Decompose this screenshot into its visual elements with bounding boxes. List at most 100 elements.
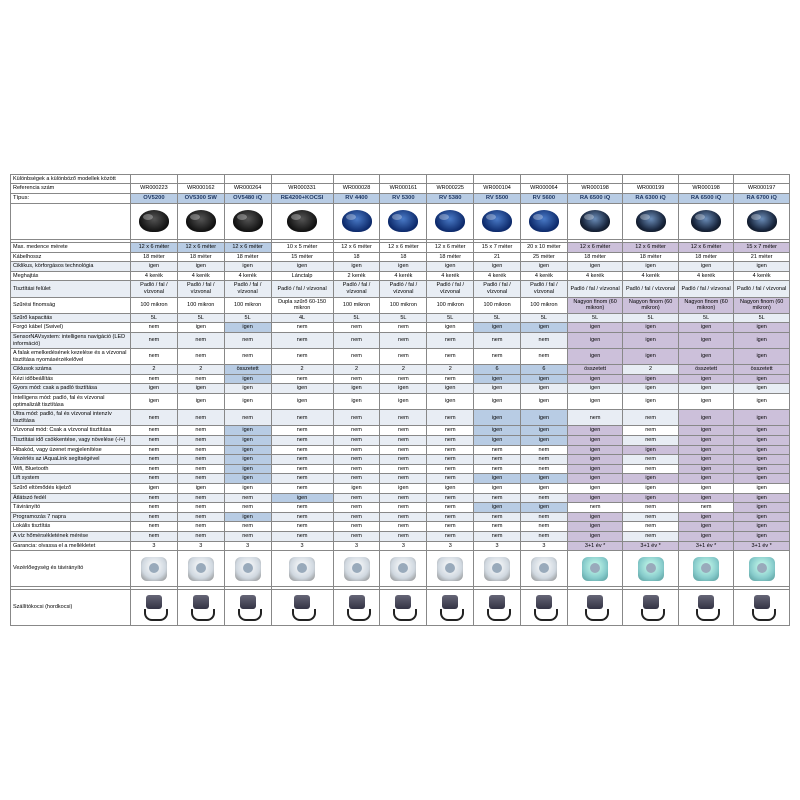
- robot-icon: [435, 210, 465, 232]
- empty-cell: [271, 174, 333, 184]
- spec-value: nem: [427, 455, 474, 465]
- spec-value: összetett: [567, 365, 623, 375]
- cart-image-cell: [678, 590, 734, 626]
- spec-value: nem: [623, 410, 679, 426]
- spec-value: Padló / fal / vízvonal: [623, 281, 679, 297]
- spec-value: Padló / fal / vízvonal: [734, 281, 790, 297]
- spec-value: nem: [427, 445, 474, 455]
- spec-value: 5L: [623, 313, 679, 323]
- spec-value: igen: [678, 522, 734, 532]
- spec-value: nem: [224, 410, 271, 426]
- cart-image-cell: [224, 590, 271, 626]
- spec-value: igen: [427, 262, 474, 272]
- spec-value: nem: [333, 436, 380, 446]
- spec-label: Hibakód, vagy üzenet megjelenítése: [11, 445, 131, 455]
- spec-value: 12 x 6 méter: [177, 242, 224, 252]
- spec-value: igen: [567, 332, 623, 348]
- spec-value: igen: [177, 394, 224, 410]
- spec-value: Nagyon finom (60 mikron): [678, 297, 734, 313]
- spec-value: 12 x 6 méter: [333, 242, 380, 252]
- spec-value: igen: [567, 323, 623, 333]
- cart-icon: [583, 595, 607, 621]
- spec-value: nem: [474, 493, 521, 503]
- spec-value: 4 kerék: [678, 271, 734, 281]
- spec-value: 6: [474, 365, 521, 375]
- product-image-cell: [177, 203, 224, 239]
- row-label: Szállítókocsi (hordkocsi): [11, 590, 131, 626]
- product-image-cell: [623, 203, 679, 239]
- spec-value: 100 mikron: [427, 297, 474, 313]
- spec-value: nem: [380, 464, 427, 474]
- spec-value: nem: [623, 503, 679, 513]
- spec-value: igen: [567, 484, 623, 494]
- spec-value: nem: [271, 445, 333, 455]
- spec-value: igen: [224, 445, 271, 455]
- spec-value: 21: [474, 252, 521, 262]
- spec-value: igen: [474, 374, 521, 384]
- spec-value: 3: [520, 541, 567, 551]
- spec-value: 4 kerék: [224, 271, 271, 281]
- spec-value: nem: [427, 332, 474, 348]
- spec-value: 4 kerék: [623, 271, 679, 281]
- model-name: RV 5380: [427, 194, 474, 204]
- spec-value: 100 mikron: [520, 297, 567, 313]
- spec-value: igen: [623, 445, 679, 455]
- spec-value: igen: [474, 474, 521, 484]
- spec-value: igen: [474, 262, 521, 272]
- spec-value: igen: [474, 436, 521, 446]
- spec-value: igen: [474, 394, 521, 410]
- spec-value: nem: [131, 374, 178, 384]
- spec-value: nem: [380, 522, 427, 532]
- spec-value: nem: [623, 455, 679, 465]
- spec-value: 18: [380, 252, 427, 262]
- robot-icon: [139, 210, 169, 232]
- spec-value: 3: [380, 541, 427, 551]
- spec-label: Átlátszó fedél: [11, 493, 131, 503]
- spec-value: nem: [380, 323, 427, 333]
- empty-cell: [678, 174, 734, 184]
- spec-value: igen: [224, 474, 271, 484]
- spec-value: igen: [623, 384, 679, 394]
- spec-value: 4 kerék: [734, 271, 790, 281]
- controller-image-cell: [380, 551, 427, 587]
- spec-label: Garancia: olvassa el a mellékletet: [11, 541, 131, 551]
- row-label: Típus:: [11, 194, 131, 204]
- spec-value: nem: [224, 522, 271, 532]
- spec-value: nem: [427, 464, 474, 474]
- spec-value: nem: [271, 455, 333, 465]
- spec-value: igen: [474, 384, 521, 394]
- spec-value: igen: [520, 262, 567, 272]
- spec-value: nem: [271, 410, 333, 426]
- spec-value: igen: [474, 484, 521, 494]
- controller-icon: [582, 557, 608, 581]
- row-label: Referencia szám: [11, 184, 131, 194]
- spec-label: Lokális tisztítás: [11, 522, 131, 532]
- spec-value: 100 mikron: [224, 297, 271, 313]
- spec-value: összetett: [678, 365, 734, 375]
- robot-icon: [691, 210, 721, 232]
- spec-value: igen: [380, 484, 427, 494]
- spec-value: 100 mikron: [131, 297, 178, 313]
- spec-value: igen: [224, 464, 271, 474]
- spec-value: igen: [333, 262, 380, 272]
- spec-value: igen: [427, 384, 474, 394]
- spec-value: igen: [224, 512, 271, 522]
- spec-value: nem: [474, 455, 521, 465]
- spec-value: 3+1 év *: [623, 541, 679, 551]
- spec-label: Ultra mód: padló, fal és vízvonal intenz…: [11, 410, 131, 426]
- spec-value: nem: [474, 464, 521, 474]
- spec-label: Forgó kábel (Swivel): [11, 323, 131, 333]
- cart-icon: [290, 595, 314, 621]
- spec-value: nem: [333, 474, 380, 484]
- spec-value: 15 méter: [271, 252, 333, 262]
- spec-value: igen: [678, 512, 734, 522]
- spec-value: igen: [567, 445, 623, 455]
- spec-value: 5L: [177, 313, 224, 323]
- controller-image-cell: [734, 551, 790, 587]
- spec-value: Padló / fal / vízvonal: [131, 281, 178, 297]
- spec-value: nem: [520, 455, 567, 465]
- spec-value: 18 méter: [678, 252, 734, 262]
- spec-value: 12 x 6 méter: [623, 242, 679, 252]
- spec-value: igen: [734, 332, 790, 348]
- spec-value: 12 x 6 méter: [427, 242, 474, 252]
